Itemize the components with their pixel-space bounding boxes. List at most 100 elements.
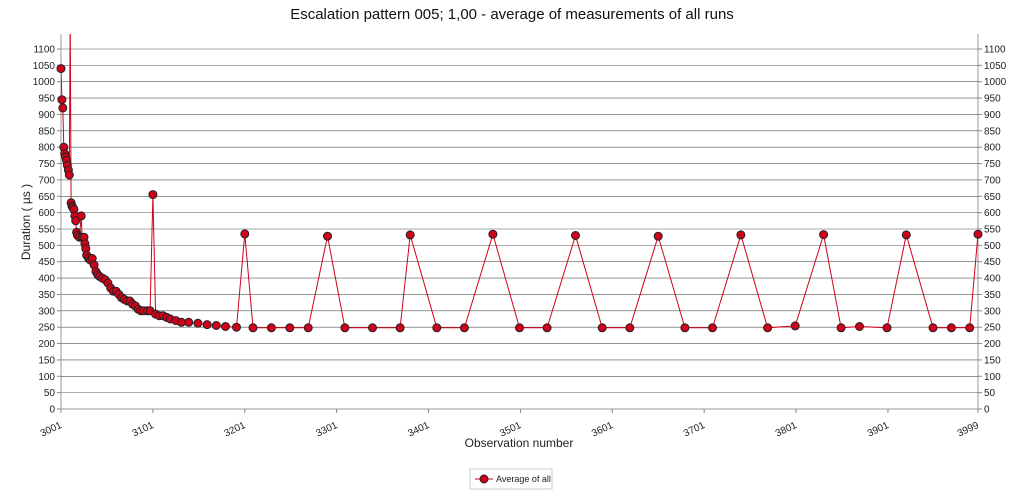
- data-point[interactable]: [193, 318, 203, 328]
- data-point[interactable]: [202, 320, 212, 330]
- data-point[interactable]: [855, 322, 864, 331]
- y-tick-label-right: 800: [984, 143, 1001, 154]
- data-point[interactable]: [819, 230, 829, 240]
- data-point[interactable]: [597, 323, 607, 333]
- data-point[interactable]: [232, 322, 241, 332]
- y-tick-label: 500: [38, 241, 55, 252]
- data-point[interactable]: [763, 323, 773, 333]
- data-point[interactable]: [221, 322, 230, 331]
- series-markers: [56, 64, 983, 333]
- chart-title: Escalation pattern 005; 1,00 - average o…: [290, 6, 734, 23]
- data-point[interactable]: [76, 211, 86, 221]
- y-tick-label: 450: [38, 257, 55, 268]
- x-tick-label: 3701: [682, 420, 707, 440]
- y-tick-label-right: 150: [984, 355, 1001, 366]
- x-tick-label: 3101: [131, 420, 156, 440]
- y-tick-label: 250: [38, 323, 55, 334]
- data-point[interactable]: [836, 323, 846, 333]
- x-axis: 3001 3101 3201 3301 3401 3501 3601 3701 3801 3901…: [39, 409, 981, 439]
- y-tick-label-right: 50: [984, 388, 996, 399]
- data-point[interactable]: [736, 230, 746, 240]
- data-point[interactable]: [973, 229, 983, 239]
- data-point[interactable]: [64, 170, 74, 180]
- y-tick-label-right: 400: [984, 274, 1001, 285]
- data-point[interactable]: [625, 323, 635, 333]
- data-point[interactable]: [708, 323, 717, 333]
- data-point[interactable]: [266, 323, 276, 333]
- y-tick-label: 900: [38, 110, 55, 121]
- y-tick-label: 600: [38, 208, 55, 219]
- data-point[interactable]: [56, 64, 66, 74]
- y-tick-label-right: 300: [984, 306, 1001, 317]
- y-tick-label-right: 900: [984, 110, 1001, 121]
- data-point[interactable]: [488, 229, 498, 239]
- y-tick-label-right: 1050: [984, 61, 1007, 72]
- series-line: [61, 34, 978, 329]
- y-tick-label: 800: [38, 143, 55, 154]
- y-tick-label-right: 0: [984, 405, 990, 416]
- data-point[interactable]: [882, 323, 892, 333]
- x-tick-label: 3999: [956, 420, 981, 440]
- x-tick-label: 3601: [590, 420, 615, 440]
- legend-marker-swatch: [479, 474, 489, 484]
- y-tick-label-right: 450: [984, 257, 1001, 268]
- y-tick-label: 1000: [33, 77, 56, 88]
- data-point[interactable]: [285, 323, 295, 333]
- y-tick-label: 650: [38, 192, 55, 203]
- data-point[interactable]: [148, 190, 158, 200]
- legend-label: Average of all: [496, 474, 551, 484]
- data-point[interactable]: [459, 323, 469, 333]
- data-point[interactable]: [405, 230, 415, 240]
- data-point[interactable]: [571, 231, 580, 240]
- data-point[interactable]: [653, 231, 663, 241]
- data-point[interactable]: [57, 95, 67, 105]
- data-point[interactable]: [395, 323, 405, 333]
- x-tick-label: 3401: [406, 420, 431, 440]
- data-point[interactable]: [211, 321, 221, 330]
- data-point[interactable]: [248, 323, 258, 333]
- grid-lines: [60, 34, 979, 410]
- data-point[interactable]: [303, 323, 313, 333]
- x-tick-label: 3001: [39, 420, 64, 440]
- y-tick-label-right: 100: [984, 372, 1001, 383]
- y-tick-label-right: 1100: [984, 45, 1006, 56]
- y-tick-label-right: 500: [984, 241, 1001, 252]
- y-tick-label: 50: [44, 388, 56, 399]
- data-point[interactable]: [340, 323, 350, 333]
- data-point[interactable]: [368, 323, 377, 333]
- y-tick-label: 550: [38, 225, 55, 236]
- y-tick-label-right: 350: [984, 290, 1001, 301]
- data-point[interactable]: [432, 323, 442, 333]
- x-tick-label: 3901: [866, 420, 891, 440]
- data-point[interactable]: [515, 323, 524, 333]
- x-tick-label: 3301: [315, 420, 340, 440]
- y-tick-label-right: 700: [984, 175, 1001, 186]
- y-tick-label: 1050: [33, 61, 56, 72]
- data-point[interactable]: [790, 321, 800, 331]
- y-tick-label-right: 650: [984, 192, 1001, 203]
- y-tick-label-right: 950: [984, 94, 1001, 105]
- legend[interactable]: Average of all: [469, 468, 553, 490]
- data-point[interactable]: [71, 216, 81, 226]
- y-tick-label-right: 1000: [984, 77, 1007, 88]
- data-point[interactable]: [965, 323, 975, 333]
- data-point[interactable]: [323, 231, 332, 241]
- y-tick-label-right: 600: [984, 208, 1001, 219]
- x-tick-label: 3201: [223, 420, 248, 440]
- y-tick-label: 350: [38, 290, 55, 301]
- data-point[interactable]: [946, 323, 956, 333]
- data-point[interactable]: [901, 230, 911, 240]
- y-axis-right: 0 50 100 150 200 250 300 350 400 450 500 550 600 650 7…: [978, 45, 1007, 416]
- y-tick-label: 0: [49, 405, 55, 416]
- data-point[interactable]: [184, 317, 194, 327]
- y-axis-label: Duration ( µs ): [19, 184, 33, 260]
- data-point[interactable]: [240, 229, 250, 239]
- y-tick-label: 100: [38, 372, 55, 383]
- y-tick-label: 850: [38, 126, 55, 137]
- data-point[interactable]: [928, 323, 938, 333]
- data-point[interactable]: [680, 323, 690, 333]
- data-point[interactable]: [58, 103, 68, 113]
- data-point[interactable]: [542, 323, 552, 333]
- y-tick-label: 400: [38, 274, 55, 285]
- y-tick-label: 750: [38, 159, 55, 170]
